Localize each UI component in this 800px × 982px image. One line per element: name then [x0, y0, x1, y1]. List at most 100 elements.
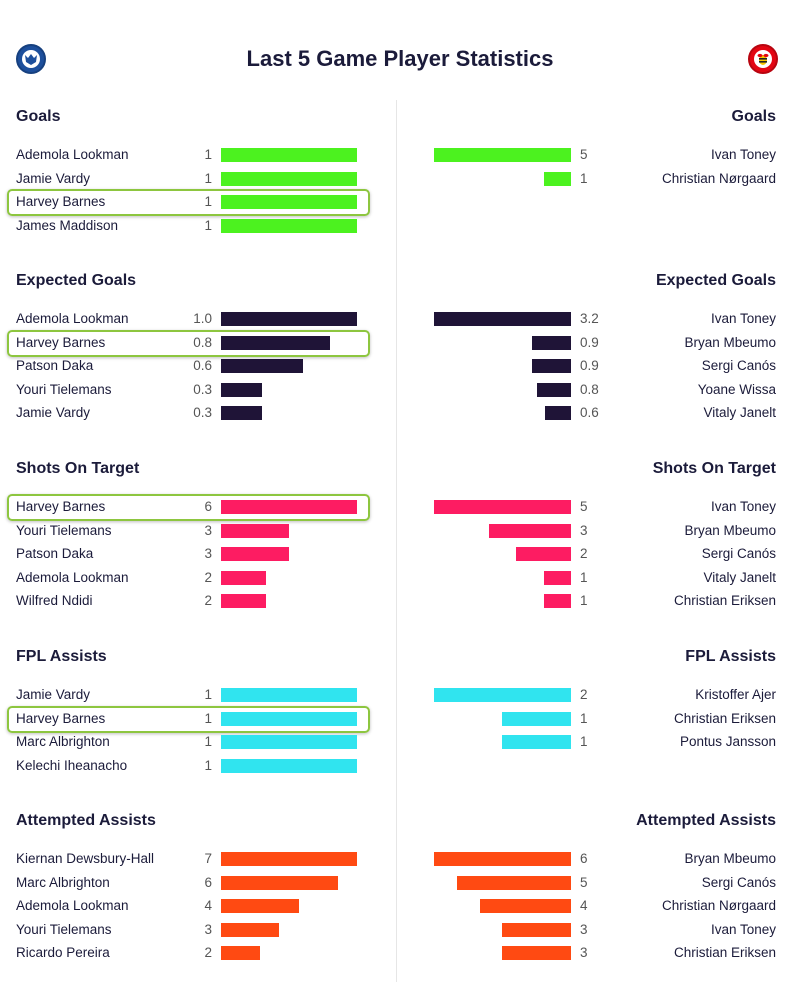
bar-right: [434, 148, 571, 162]
player-value-left: 3: [204, 921, 212, 937]
player-name-left: Jamie Vardy: [16, 687, 91, 702]
bar-right: [434, 852, 571, 866]
player-value-right: 3: [580, 522, 588, 538]
player-name-right: Christian Eriksen: [673, 710, 776, 726]
bar-left: [221, 335, 330, 350]
bar-left: [221, 195, 357, 209]
highlight-box: [7, 189, 370, 216]
player-value-left: 1: [204, 710, 212, 726]
player-name-left: Youri Tielemans: [16, 381, 112, 397]
bar-left: [221, 359, 303, 373]
attempted_assists-title-left: Attempted Assists: [16, 812, 156, 829]
player-value-right: 5: [580, 147, 588, 162]
player-value-right: 1: [580, 734, 588, 749]
bee-crest-icon: [748, 44, 778, 74]
shield-crest-icon: [16, 44, 46, 74]
bar-left: [221, 500, 357, 514]
bar-right: [544, 594, 571, 608]
bar-right: [532, 359, 571, 373]
player-value-right: 5: [580, 874, 588, 890]
player-value-left: 2: [204, 945, 212, 960]
player-value-left: 6: [204, 874, 212, 890]
player-name-left: Youri Tielemans: [16, 921, 112, 937]
bar-right: [502, 922, 571, 937]
bar-left: [221, 523, 289, 538]
player-name-right: Bryan Mbeumo: [684, 522, 776, 538]
player-name-right: Ivan Toney: [710, 499, 776, 514]
player-name-right: Christian Nørgaard: [661, 898, 776, 913]
player-value-right: 4: [580, 898, 588, 913]
player-name-left: Harvey Barnes: [16, 499, 106, 514]
player-value-left: 3: [204, 522, 212, 538]
player-name-left: Marc Albrighton: [16, 734, 110, 749]
player-value-left: 1.0: [193, 311, 212, 326]
player-value-right: 1: [580, 710, 588, 726]
player-value-left: 1: [204, 734, 212, 749]
bar-right: [544, 171, 571, 186]
bar-right: [532, 335, 571, 350]
player-value-left: 4: [204, 898, 212, 913]
player-value-left: 1: [204, 194, 212, 209]
player-name-left: Jamie Vardy: [16, 170, 91, 186]
player-value-right: 1: [580, 569, 588, 585]
player-value-left: 1: [204, 217, 212, 233]
player-name-left: Harvey Barnes: [16, 710, 106, 726]
player-value-left: 1: [204, 757, 212, 773]
player-value-right: 2: [580, 687, 588, 702]
highlight-box: [7, 329, 370, 357]
player-name-left: Jamie Vardy: [16, 405, 91, 420]
bar-left: [221, 758, 357, 773]
bar-right: [537, 382, 571, 397]
player-name-left: Youri Tielemans: [16, 522, 112, 538]
player-name-left: Wilfred Ndidi: [16, 593, 93, 608]
player-name-right: Vitaly Janelt: [703, 405, 776, 420]
goals-title-left: Goals: [16, 108, 61, 125]
bar-left: [221, 922, 279, 937]
bar-left: [221, 148, 357, 162]
player-name-right: Ivan Toney: [710, 311, 776, 326]
bar-left: [221, 711, 357, 726]
player-value-left: 2: [204, 569, 212, 585]
player-name-right: Christian Eriksen: [673, 945, 776, 960]
bar-left: [221, 688, 357, 702]
bar-right: [502, 946, 571, 960]
bar-left: [221, 852, 357, 866]
bar-right: [434, 500, 571, 514]
player-name-right: Kristoffer Ajer: [695, 687, 776, 702]
player-name-right: Sergi Canós: [701, 874, 776, 890]
player-name-left: Ademola Lookman: [16, 311, 129, 326]
bar-left: [221, 547, 289, 561]
center-divider: [396, 100, 397, 982]
player-name-right: Sergi Canós: [701, 546, 776, 561]
goals-title-right: Goals: [731, 108, 776, 125]
bar-left: [221, 875, 338, 890]
player-name-right: Christian Eriksen: [673, 593, 776, 608]
player-name-left: Ademola Lookman: [16, 147, 129, 162]
player-name-left: Ricardo Pereira: [16, 945, 110, 960]
player-value-right: 5: [580, 499, 588, 514]
player-name-right: Pontus Jansson: [679, 734, 776, 749]
player-value-left: 6: [204, 499, 212, 514]
player-value-left: 0.8: [193, 334, 212, 350]
player-value-left: 1: [204, 147, 212, 162]
player-name-right: Bryan Mbeumo: [684, 851, 776, 866]
player-name-left: Harvey Barnes: [16, 194, 106, 209]
attempted_assists-title-right: Attempted Assists: [636, 812, 776, 829]
player-name-right: Sergi Canós: [701, 358, 776, 373]
player-name-right: Vitaly Janelt: [703, 569, 776, 585]
shots_on_target-title-left: Shots On Target: [16, 460, 140, 477]
bar-left: [221, 735, 357, 749]
bar-left: [221, 382, 262, 397]
player-value-right: 3.2: [580, 311, 599, 326]
player-name-left: Kiernan Dewsbury-Hall: [16, 851, 155, 866]
player-name-left: Patson Daka: [16, 358, 94, 373]
expected_goals-title-left: Expected Goals: [16, 272, 137, 289]
player-value-right: 1: [580, 170, 588, 186]
fpl_assists-title-right: FPL Assists: [685, 648, 776, 665]
fox-crest-glyph: [22, 50, 40, 68]
page-title: Last 5 Game Player Statistics: [246, 46, 554, 71]
player-value-right: 2: [580, 546, 588, 561]
bar-left: [221, 218, 357, 233]
shots_on_target-title-right: Shots On Target: [652, 460, 776, 477]
player-name-right: Yoane Wissa: [697, 381, 776, 397]
